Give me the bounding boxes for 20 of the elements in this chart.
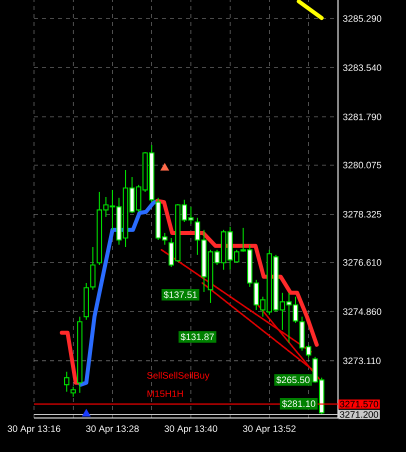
x-tick-label: 30 Apr 13:28 bbox=[86, 425, 139, 434]
x-tick-label: 30 Apr 13:40 bbox=[164, 425, 218, 434]
ref-line-label: 3271.200 bbox=[340, 411, 378, 418]
y-tick-label: 3276.610 bbox=[343, 259, 382, 266]
y-tick-label: 3273.110 bbox=[343, 358, 381, 364]
ref-line-label: 3271.570 bbox=[340, 400, 378, 408]
y-tick-label: 3278.325 bbox=[343, 210, 382, 218]
y-tick-label: 3280.075 bbox=[343, 162, 382, 168]
y-tick-label: 3283.540 bbox=[343, 64, 382, 72]
annotation: $137.51 bbox=[164, 291, 197, 299]
annotation: $131.87 bbox=[180, 333, 214, 341]
y-tick-label: 3281.790 bbox=[343, 114, 382, 120]
annotation: $281.10 bbox=[282, 400, 316, 408]
annotation: SellSellSellBuy bbox=[147, 372, 210, 381]
annotation: M15H1H bbox=[148, 390, 183, 398]
annotation: $265.50 bbox=[276, 376, 310, 384]
x-tick-label: 30 Apr 13:16 bbox=[8, 425, 60, 434]
y-tick-label: 3274.860 bbox=[343, 308, 382, 315]
y-tick-label: 3285.290 bbox=[343, 15, 382, 22]
x-tick-label: 30 Apr 13:52 bbox=[242, 425, 296, 434]
